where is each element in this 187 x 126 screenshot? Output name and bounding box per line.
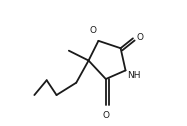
Text: O: O bbox=[102, 112, 109, 120]
Text: O: O bbox=[136, 33, 143, 42]
Text: O: O bbox=[90, 26, 97, 35]
Text: NH: NH bbox=[127, 71, 141, 80]
